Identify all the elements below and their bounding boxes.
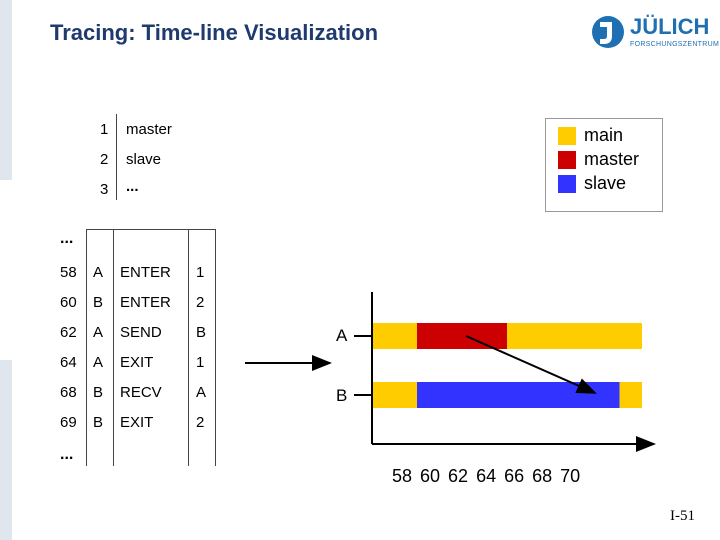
table-cell-time: 64 <box>60 354 77 371</box>
table-cell-event: SEND <box>120 324 162 341</box>
legend-label-slave: slave <box>584 173 627 193</box>
process-id-2: 2 <box>100 151 109 168</box>
legend-label-master: master <box>584 149 640 169</box>
table-cell-arg: A <box>196 384 207 401</box>
table-cell-event: ENTER <box>120 264 171 281</box>
table-cell-arg: 1 <box>196 264 205 281</box>
table-cell-process: B <box>93 384 104 401</box>
message-arrow <box>465 335 597 394</box>
left-decor-bar-top <box>0 0 12 180</box>
table-cell-time: 68 <box>60 384 77 401</box>
process-name-2: slave <box>126 151 162 168</box>
legend-swatch-master <box>558 151 576 169</box>
process-list-divider <box>116 114 117 200</box>
table-cell-arg: B <box>196 324 207 341</box>
table-cell-time: 58 <box>60 264 77 281</box>
table-col-divider-2 <box>113 229 114 466</box>
table-cell-process: B <box>93 414 104 431</box>
process-id-1: 1 <box>100 121 109 138</box>
page-title: Tracing: Time-line Visualization <box>50 20 379 45</box>
timeline-segment-b-2 <box>619 382 642 408</box>
table-top-ellipsis: ... <box>60 230 74 247</box>
table-cell-process: A <box>93 324 104 341</box>
table-cell-process: A <box>93 354 104 371</box>
juelich-logo: JÜLICH FORSCHUNGSZENTRUM <box>590 14 719 54</box>
table-cell-event: ENTER <box>120 294 171 311</box>
lane-label-a: A <box>336 326 348 345</box>
table-col-divider-4 <box>215 229 216 466</box>
table-top-border <box>86 229 216 230</box>
legend: main master slave <box>545 118 663 212</box>
legend-label-main: main <box>584 125 624 145</box>
table-cell-time: 69 <box>60 414 77 431</box>
timeline-segment-a-1 <box>417 323 507 349</box>
legend-swatch-slave <box>558 175 576 193</box>
table-col-divider-1 <box>86 229 87 466</box>
process-name-3: ... <box>126 178 139 195</box>
process-id-3: 3 <box>100 181 109 198</box>
table-cell-process: A <box>93 264 104 281</box>
time-axis-labels: 58 60 62 64 66 68 70 <box>392 466 581 486</box>
timeline-segment-a-0 <box>372 323 417 349</box>
table-cell-time: 60 <box>60 294 77 311</box>
table-col-divider-3 <box>188 229 189 466</box>
table-cell-event: EXIT <box>120 414 154 431</box>
table-cell-event: EXIT <box>120 354 154 371</box>
left-decor-bar-bottom <box>0 360 12 540</box>
table-cell-arg: 2 <box>196 294 205 311</box>
table-cell-event: RECV <box>120 384 162 401</box>
table-cell-process: B <box>93 294 104 311</box>
table-cell-time: 62 <box>60 324 77 341</box>
legend-swatch-main <box>558 127 576 145</box>
timeline-segment-a-2 <box>507 323 642 349</box>
table-bottom-ellipsis: ... <box>60 446 74 463</box>
logo-subtitle: FORSCHUNGSZENTRUM <box>630 41 720 48</box>
page-number: I-51 <box>670 508 695 524</box>
table-cell-arg: 2 <box>196 414 205 431</box>
lane-label-b: B <box>336 386 348 405</box>
timeline-segment-b-1 <box>417 382 620 408</box>
table-cell-arg: 1 <box>196 354 205 371</box>
timeline-segment-b-0 <box>372 382 417 408</box>
juelich-logo-icon <box>592 16 624 48</box>
logo-wordmark: JÜLICH <box>630 14 710 39</box>
process-name-1: master <box>126 121 172 138</box>
